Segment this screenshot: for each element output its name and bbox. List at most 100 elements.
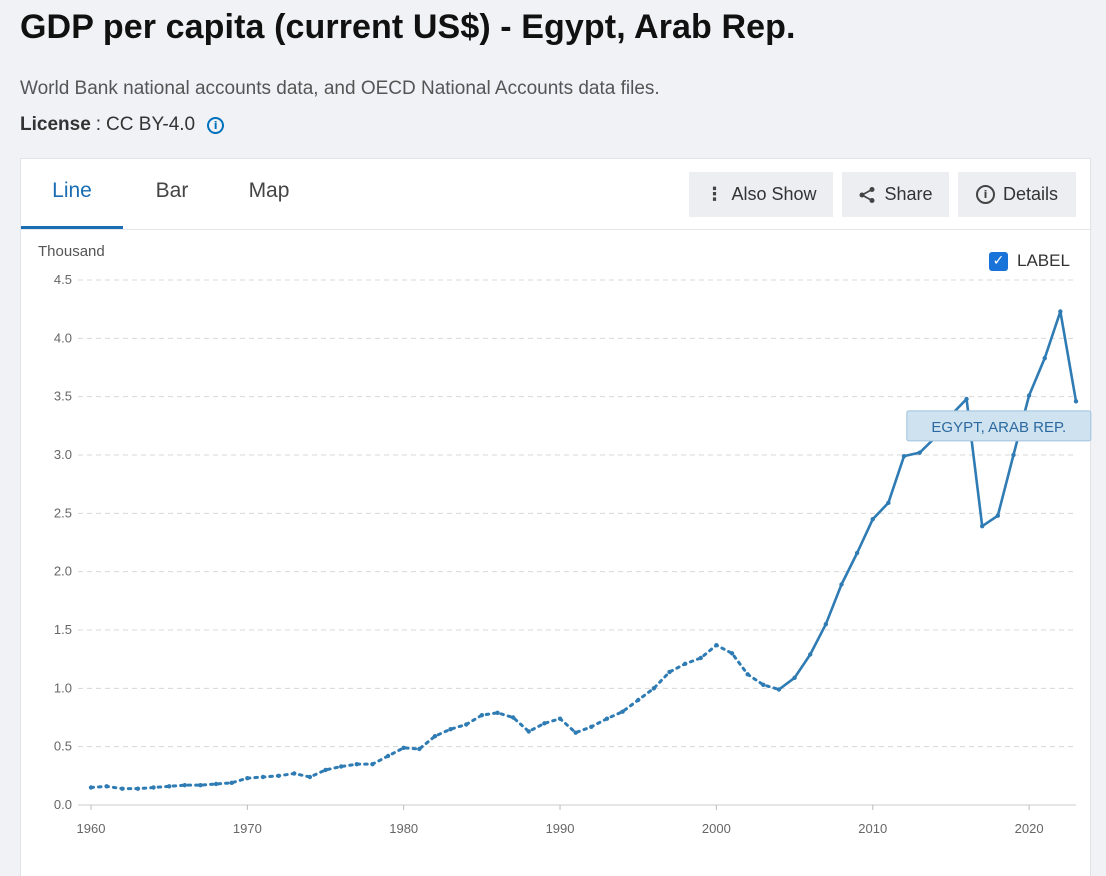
data-point xyxy=(1042,355,1047,361)
data-point xyxy=(714,642,719,648)
data-point xyxy=(213,781,219,787)
y-tick-label: 1.5 xyxy=(54,622,72,637)
data-point xyxy=(1026,393,1032,398)
y-unit-label: Thousand xyxy=(38,243,105,260)
x-tick-label: 1970 xyxy=(233,821,262,836)
also-show-button[interactable]: ⋮ Also Show xyxy=(689,172,833,217)
data-point xyxy=(495,710,500,716)
details-info-icon: i xyxy=(975,185,995,204)
data-point xyxy=(651,686,657,691)
share-label: Share xyxy=(884,184,933,204)
y-tick-label: 2.0 xyxy=(54,564,72,579)
info-icon[interactable]: i xyxy=(207,116,225,134)
tab-map[interactable]: Map xyxy=(248,179,290,202)
x-tick-label: 1960 xyxy=(77,821,106,836)
page-title: GDP per capita (current US$) - Egypt, Ar… xyxy=(20,8,796,46)
data-point xyxy=(682,661,688,667)
data-point xyxy=(1073,399,1079,404)
data-point xyxy=(745,672,750,677)
share-button[interactable]: Share xyxy=(842,172,949,217)
data-point xyxy=(870,516,875,522)
data-point xyxy=(432,733,438,739)
source-note: World Bank national accounts data, and O… xyxy=(20,78,660,99)
series-line xyxy=(778,310,1078,691)
more-vertical-icon: ⋮ xyxy=(705,183,724,205)
tab-divider xyxy=(21,229,1092,230)
license-value: CC BY-4.0 xyxy=(106,114,196,135)
data-point xyxy=(260,774,266,780)
data-point xyxy=(979,523,985,529)
data-point xyxy=(276,773,281,779)
data-point xyxy=(823,621,829,627)
data-point xyxy=(557,716,563,721)
share-icon xyxy=(858,186,876,204)
series-label: EGYPT, ARAB REP. xyxy=(931,419,1066,436)
data-point xyxy=(166,784,172,789)
y-tick-label: 0.5 xyxy=(54,739,72,754)
data-point xyxy=(964,396,969,402)
license-separator: : xyxy=(95,114,102,135)
data-point xyxy=(839,582,844,587)
data-point xyxy=(604,716,610,721)
data-point xyxy=(698,655,703,661)
data-point xyxy=(1011,452,1016,458)
license-line: License : CC BY-4.0 i xyxy=(20,114,225,136)
data-point xyxy=(464,722,469,727)
y-tick-label: 4.5 xyxy=(54,272,72,287)
data-point xyxy=(620,709,625,714)
data-point xyxy=(229,780,234,786)
series-line-dotted xyxy=(89,643,781,791)
data-point xyxy=(667,669,672,675)
data-point xyxy=(510,715,516,720)
also-show-label: Also Show xyxy=(731,184,817,204)
data-point xyxy=(917,450,922,455)
y-tick-label: 1.0 xyxy=(54,680,72,695)
data-point xyxy=(120,786,125,791)
data-point xyxy=(370,761,375,767)
data-point xyxy=(901,453,907,459)
tab-bar[interactable]: Bar xyxy=(155,179,189,202)
x-tick-label: 2020 xyxy=(1015,821,1044,836)
data-point xyxy=(854,550,860,556)
data-point xyxy=(417,746,422,752)
license-label: License xyxy=(20,114,91,135)
data-point xyxy=(135,786,141,791)
data-point xyxy=(245,775,250,781)
data-point xyxy=(479,712,485,718)
x-tick-label: 2010 xyxy=(858,821,887,836)
y-tick-label: 3.0 xyxy=(54,447,72,462)
data-point xyxy=(338,764,344,769)
data-point xyxy=(307,774,313,780)
x-tick-label: 1990 xyxy=(546,821,575,836)
data-point xyxy=(542,721,547,726)
data-point xyxy=(995,513,1001,518)
data-point xyxy=(776,687,782,692)
data-point xyxy=(385,753,391,759)
data-point xyxy=(636,697,641,703)
data-point xyxy=(589,724,594,730)
data-point xyxy=(448,726,453,732)
data-point xyxy=(886,500,891,506)
label-checkbox[interactable]: ✓ xyxy=(989,251,1008,271)
data-point xyxy=(1058,309,1063,314)
data-point xyxy=(573,730,578,735)
y-tick-label: 2.5 xyxy=(54,505,72,520)
series-label-box xyxy=(906,410,1092,442)
data-point xyxy=(151,785,156,790)
data-point xyxy=(729,651,735,656)
details-button[interactable]: i Details xyxy=(958,172,1076,217)
line-chart: Thousand 0.0 0.5 1.0 1.5 2.0 2.5 3.0 3.5 4.0 4.5 19… xyxy=(38,243,1092,836)
data-point xyxy=(182,782,188,788)
label-toggle-text: LABEL xyxy=(1017,251,1070,270)
label-toggle[interactable]: ✓ LABEL xyxy=(989,251,1070,271)
x-tick-label: 2000 xyxy=(702,821,731,836)
chart-card: Line Bar Map ⋮ Also Show Share i Details… xyxy=(20,158,1092,876)
data-point xyxy=(104,784,109,789)
data-point xyxy=(761,682,766,688)
data-point xyxy=(88,785,94,790)
chart-tabs: Line Bar Map xyxy=(21,159,317,229)
data-point xyxy=(792,675,797,681)
data-point xyxy=(292,771,297,776)
data-point xyxy=(526,729,531,734)
tab-line[interactable]: Line xyxy=(21,159,123,229)
